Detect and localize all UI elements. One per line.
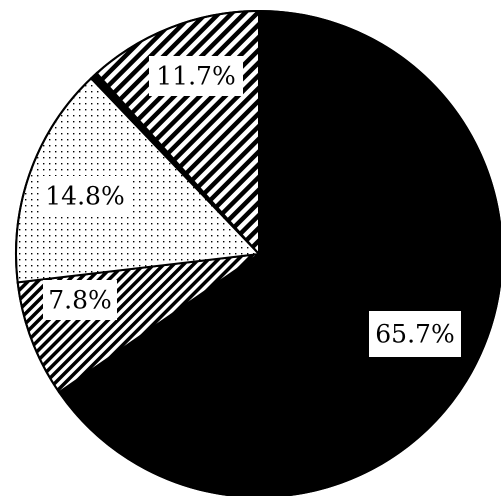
slice-label: 14.8% — [41, 176, 129, 216]
pie-labels: 65.7% 7.8% 14.8% 11.7% — [41, 56, 461, 357]
pie-slices — [15, 9, 501, 498]
slice-label-text: 7.8% — [48, 286, 112, 315]
slice-label: 7.8% — [43, 280, 117, 320]
slice-label-background — [149, 56, 243, 96]
slice-label-background — [43, 280, 117, 320]
slice-label-text: 14.8% — [45, 182, 124, 211]
slice-label-text: 11.7% — [156, 62, 235, 91]
slice-label-background — [369, 311, 461, 357]
slice-label: 11.7% — [149, 56, 243, 96]
slice-label-background — [41, 176, 129, 216]
slice-label-text: 65.7% — [375, 320, 454, 349]
slice-label: 65.7% — [369, 311, 461, 357]
